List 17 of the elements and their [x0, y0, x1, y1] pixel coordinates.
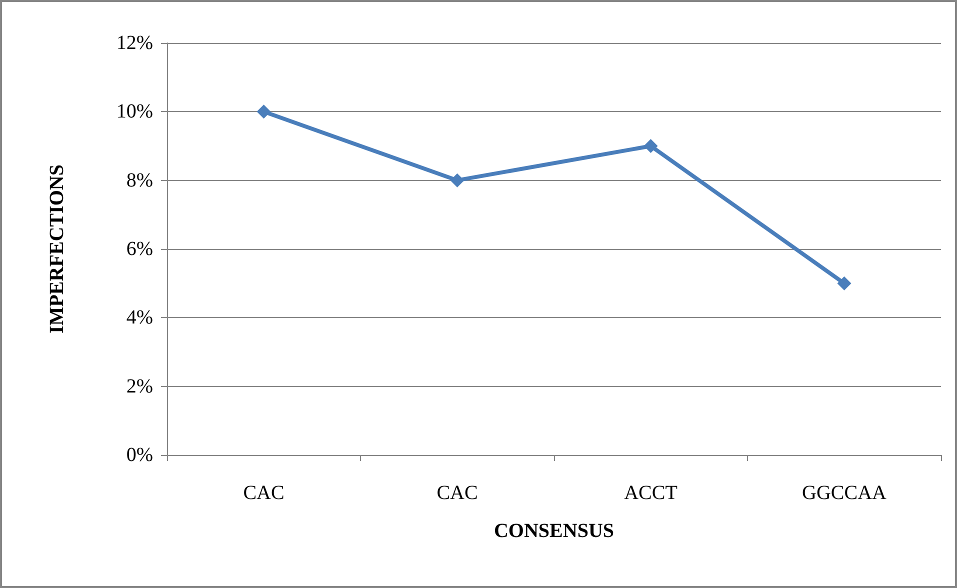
y-tick-label: 8%	[126, 169, 153, 192]
y-axis-title: IMPERFECTIONS	[46, 164, 68, 334]
y-tick-label: 6%	[126, 238, 153, 260]
y-tick-label: 2%	[126, 375, 153, 398]
x-tick-label: CAC	[436, 482, 478, 504]
y-tick-label: 4%	[126, 306, 153, 329]
y-tick-label: 12%	[116, 32, 153, 54]
x-axis-title: CONSENSUS	[494, 520, 614, 542]
x-tick-label: ACCT	[624, 482, 678, 504]
point	[644, 139, 658, 153]
y-tick-label: 10%	[116, 100, 153, 123]
y-tick-label: 0%	[126, 444, 153, 466]
x-tick-label: GGCCAA	[802, 482, 888, 504]
point	[450, 173, 464, 188]
point	[256, 104, 271, 119]
point	[837, 276, 852, 290]
x-tick-label: CAC	[243, 482, 284, 504]
